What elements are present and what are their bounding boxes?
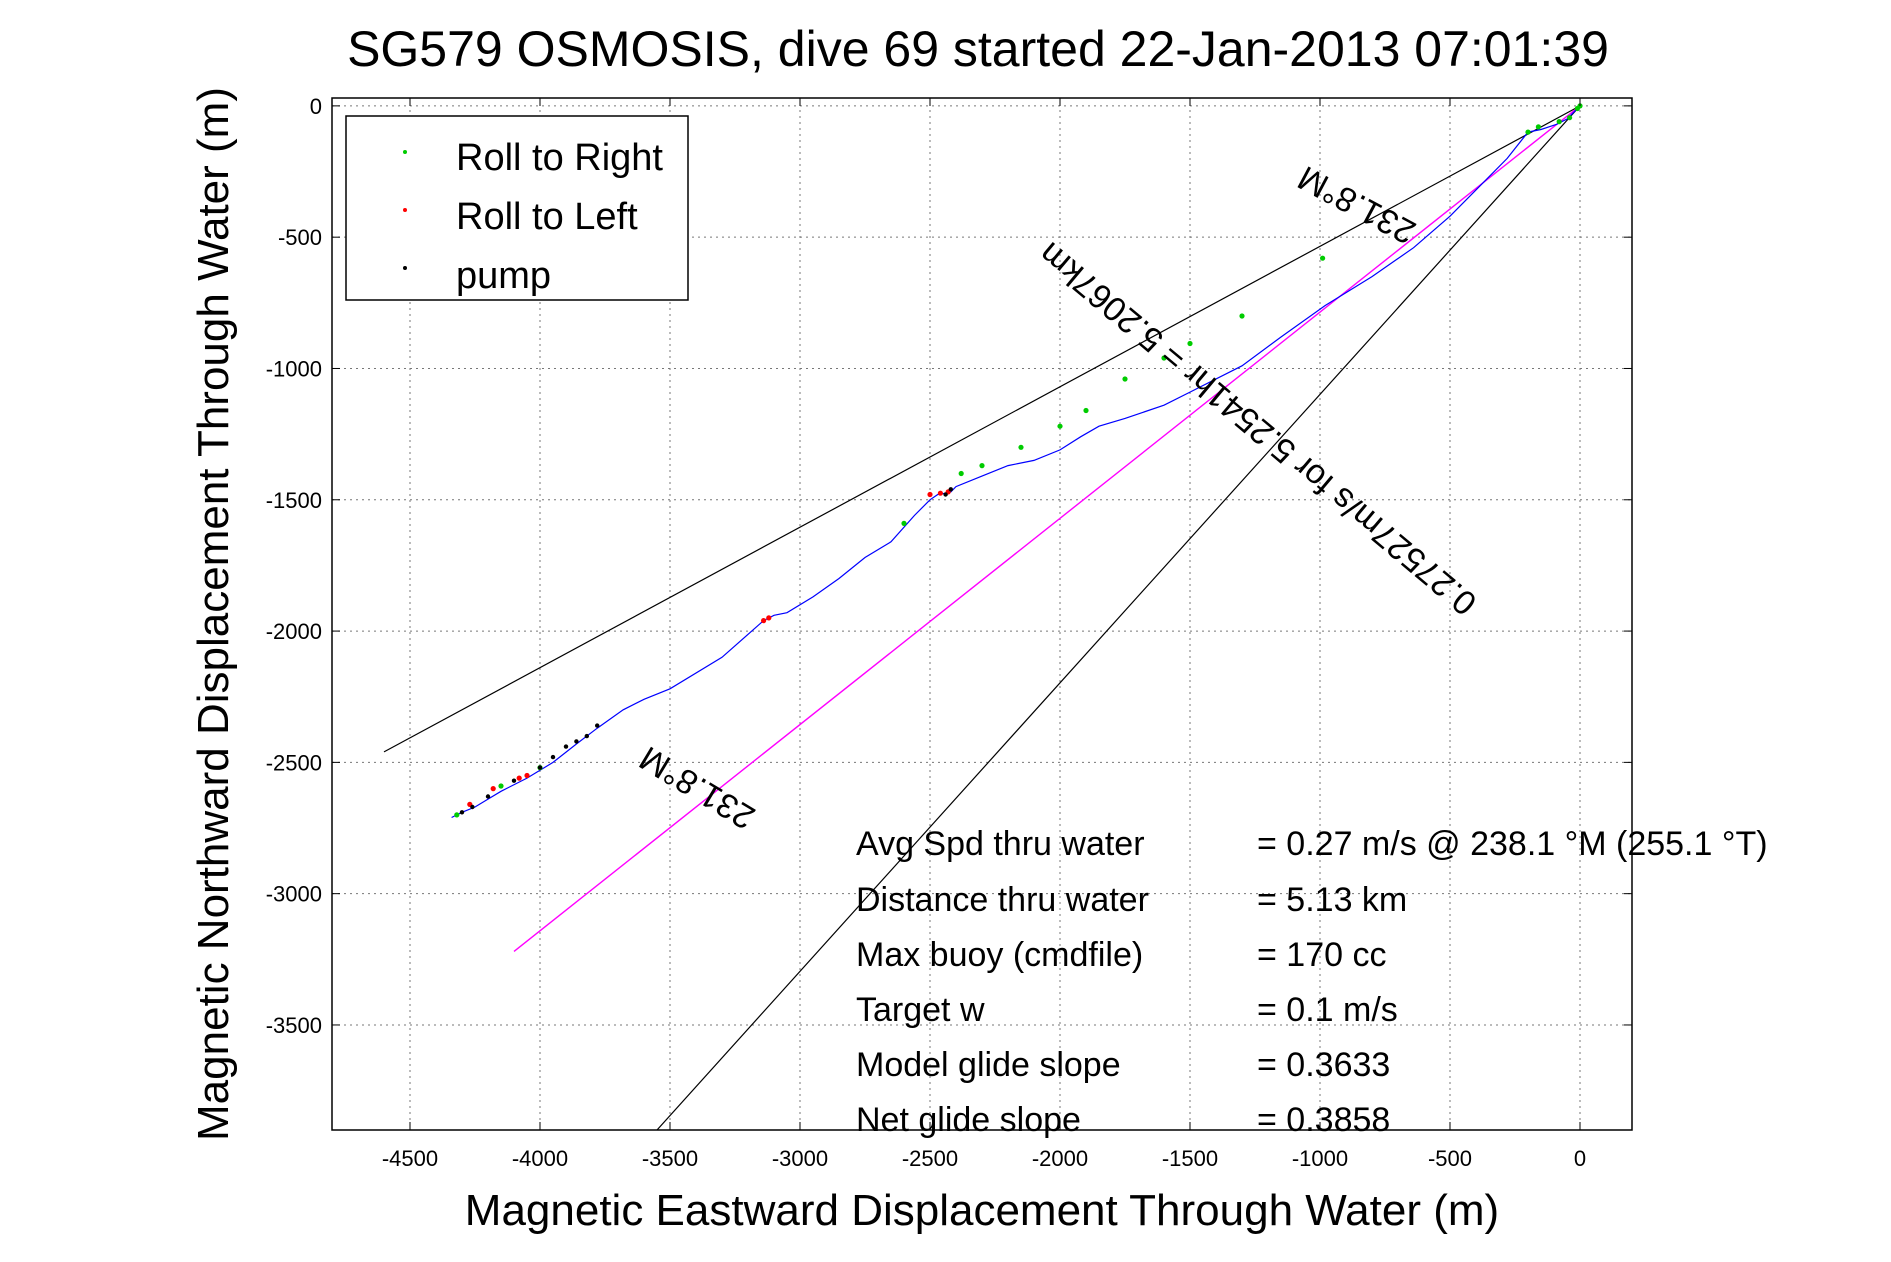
stat-value-distance: = 5.13 km xyxy=(1257,881,1407,919)
y-tick-label: -2500 xyxy=(266,750,322,775)
stat-label-avg-speed: Avg Spd thru water xyxy=(856,825,1145,863)
x-tick-label: -2500 xyxy=(902,1146,958,1171)
roll-right-point xyxy=(1057,423,1063,429)
y-tick-label: 0 xyxy=(310,94,322,119)
roll-right-point xyxy=(1574,105,1580,112)
grid xyxy=(332,98,1632,1130)
y-tick-label: -500 xyxy=(278,225,322,250)
y-tick-label: -3000 xyxy=(266,882,322,907)
roll-left-point xyxy=(766,615,772,621)
ticks: -4500 -4000 -3500 -3000 -2500 -2000 -1500 -1000… xyxy=(266,94,1632,1171)
legend-label-pump: pump xyxy=(456,255,551,297)
average-velocity-line xyxy=(513,105,1581,952)
roll-right-point xyxy=(1161,355,1167,361)
pump-point xyxy=(948,487,953,492)
stat-value-target-w: = 0.1 m/s xyxy=(1257,991,1398,1029)
roll-left-point xyxy=(927,491,933,498)
legend-label-roll-left: Roll to Left xyxy=(456,196,638,238)
roll-right-point xyxy=(958,470,964,477)
roll-right-point xyxy=(1525,129,1531,135)
roll-left-point xyxy=(937,490,944,496)
legend-box xyxy=(345,115,689,301)
chart-title: SG579 OSMOSIS, dive 69 started 22-Jan-20… xyxy=(347,21,1609,77)
x-axis-label: Magnetic Eastward Displacement Through W… xyxy=(465,1186,1499,1235)
roll-right-point xyxy=(979,463,985,469)
roll-left-point xyxy=(761,618,767,624)
pump-point xyxy=(574,739,579,744)
stat-label-target-w: Target w xyxy=(856,991,985,1029)
stats-block: Avg Spd thru water = 0.27 m/s @ 238.1 °M… xyxy=(856,825,1768,1139)
roll-left-point xyxy=(490,786,496,792)
pump-point xyxy=(595,723,600,728)
x-tick-label: -4500 xyxy=(382,1146,438,1171)
pump-point xyxy=(584,733,589,739)
x-tick-label: -500 xyxy=(1428,1146,1472,1171)
x-tick-label: -4000 xyxy=(512,1146,568,1171)
marks xyxy=(383,103,1583,1130)
heading-bound-lower-line xyxy=(656,105,1581,1130)
x-tick-label: -1500 xyxy=(1162,1146,1218,1171)
roll-right-point xyxy=(1535,124,1541,130)
legend: Roll to Right Roll to Left pump xyxy=(345,115,689,301)
roll-right-point xyxy=(901,520,907,527)
roll-left-point xyxy=(524,772,530,779)
roll-right-point xyxy=(1320,255,1326,261)
pump-point xyxy=(470,804,475,810)
y-tick-label: -3500 xyxy=(266,1013,322,1038)
x-tick-label: -2000 xyxy=(1032,1146,1088,1171)
stat-value-net-glide: = 0.3858 xyxy=(1257,1101,1390,1139)
stat-label-net-glide: Net glide slope xyxy=(856,1101,1081,1139)
roll-right-point xyxy=(1083,407,1089,414)
roll-right-point xyxy=(1239,313,1245,319)
y-tick-label: -1500 xyxy=(266,488,322,513)
stat-value-model-glide: = 0.3633 xyxy=(1257,1046,1390,1084)
stat-label-distance: Distance thru water xyxy=(856,881,1149,919)
roll-right-point xyxy=(498,783,504,789)
x-tick-label: -3000 xyxy=(772,1146,828,1171)
plot-frame xyxy=(331,97,1633,1131)
roll-right-point xyxy=(1556,119,1562,125)
pump-point xyxy=(485,794,491,799)
stat-label-model-glide: Model glide slope xyxy=(856,1046,1121,1084)
y-tick-label: -2000 xyxy=(266,619,322,644)
pump-point xyxy=(511,778,517,783)
y-axis-label: Magnetic Northward Displacement Through … xyxy=(189,87,238,1141)
legend-label-roll-right: Roll to Right xyxy=(456,137,663,179)
roll-left-point xyxy=(516,775,522,781)
stat-value-avg-speed: = 0.27 m/s @ 238.1 °M (255.1 °T) xyxy=(1257,825,1768,863)
pump-point xyxy=(459,810,465,815)
roll-right-point xyxy=(1187,340,1193,347)
heading-bound-upper-line xyxy=(383,105,1581,753)
roll-right-point xyxy=(1122,376,1128,382)
roll-right-point xyxy=(454,812,460,818)
legend-marker-roll-right xyxy=(403,150,407,154)
stat-label-max-buoy: Max buoy (cmdfile) xyxy=(856,936,1143,974)
pump-point xyxy=(537,765,543,770)
roll-right-point xyxy=(1018,444,1024,450)
legend-marker-pump xyxy=(403,266,407,270)
y-tick-label: -1000 xyxy=(266,356,322,381)
stat-value-max-buoy: = 170 cc xyxy=(1257,936,1386,974)
legend-marker-roll-left xyxy=(403,208,407,212)
roll-right-point xyxy=(1567,115,1573,121)
pump-point xyxy=(563,744,569,749)
x-tick-label: -3500 xyxy=(642,1146,698,1171)
pump-point xyxy=(550,754,556,760)
x-tick-label: 0 xyxy=(1574,1146,1586,1171)
x-tick-label: -1000 xyxy=(1292,1146,1348,1171)
pump-point xyxy=(943,492,948,497)
